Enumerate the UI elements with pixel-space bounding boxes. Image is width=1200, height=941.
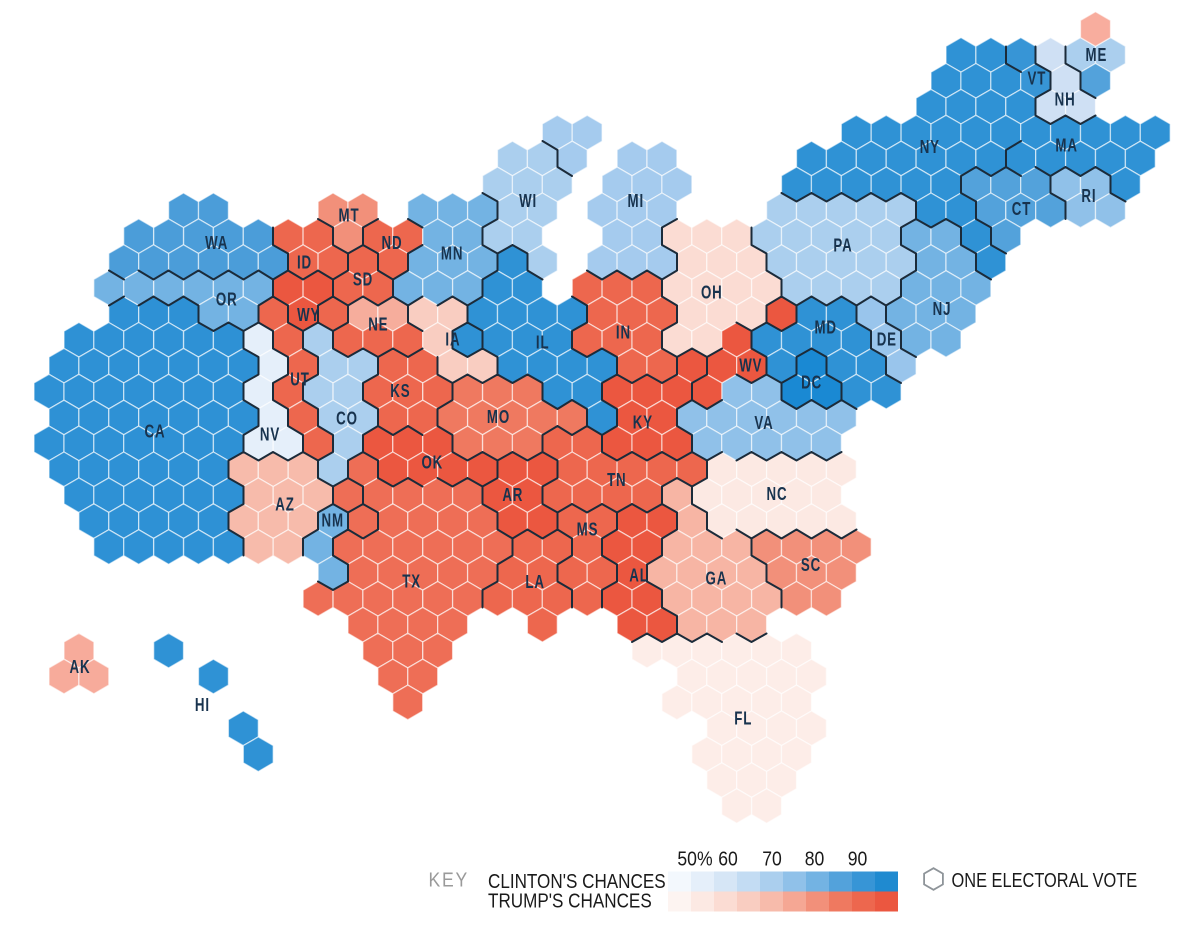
svg-text:CA: CA [145, 422, 166, 443]
svg-text:ONE ELECTORAL VOTE: ONE ELECTORAL VOTE [952, 868, 1138, 891]
svg-text:WY: WY [297, 305, 320, 326]
svg-text:RI: RI [1081, 186, 1096, 207]
svg-text:ID: ID [297, 252, 312, 273]
svg-text:IA: IA [445, 330, 460, 351]
svg-text:NY: NY [920, 137, 940, 158]
svg-text:UT: UT [290, 370, 309, 391]
svg-text:OH: OH [701, 283, 723, 304]
svg-text:NC: NC [767, 484, 788, 505]
svg-text:50%: 50% [677, 847, 712, 869]
svg-text:TN: TN [607, 470, 626, 491]
svg-text:MS: MS [577, 519, 599, 540]
svg-text:90: 90 [848, 847, 868, 869]
svg-text:WA: WA [205, 233, 228, 254]
svg-text:AK: AK [70, 657, 91, 678]
svg-text:ND: ND [382, 233, 403, 254]
svg-text:NV: NV [260, 425, 280, 446]
svg-text:VT: VT [1028, 69, 1047, 90]
svg-text:LA: LA [525, 572, 544, 593]
svg-text:MN: MN [441, 244, 463, 265]
svg-text:HI: HI [195, 695, 210, 716]
svg-text:MD: MD [814, 317, 836, 338]
svg-text:AR: AR [502, 485, 523, 506]
svg-text:MI: MI [628, 191, 645, 212]
svg-text:NE: NE [368, 315, 388, 336]
svg-text:WV: WV [739, 356, 762, 377]
svg-text:TX: TX [402, 572, 421, 593]
svg-text:DE: DE [877, 329, 897, 350]
svg-text:KEY: KEY [429, 868, 469, 890]
svg-text:CT: CT [1012, 199, 1031, 220]
svg-text:CO: CO [336, 409, 358, 430]
svg-text:ME: ME [1086, 45, 1108, 66]
svg-text:AZ: AZ [275, 495, 294, 516]
svg-text:NH: NH [1055, 89, 1076, 110]
svg-text:80: 80 [805, 847, 825, 869]
svg-text:TRUMP'S CHANCES: TRUMP'S CHANCES [488, 889, 652, 912]
svg-text:MA: MA [1055, 135, 1077, 156]
svg-text:IN: IN [616, 323, 631, 344]
svg-text:OR: OR [216, 290, 238, 311]
svg-text:70: 70 [762, 847, 782, 869]
svg-text:60: 60 [718, 847, 738, 869]
svg-text:DC: DC [801, 373, 822, 394]
svg-text:IL: IL [536, 332, 550, 353]
svg-text:CLINTON'S CHANCES: CLINTON'S CHANCES [488, 870, 666, 893]
svg-text:SC: SC [801, 555, 821, 576]
svg-text:NJ: NJ [933, 299, 952, 320]
svg-text:VA: VA [754, 413, 773, 434]
svg-text:NM: NM [321, 511, 343, 532]
svg-text:MT: MT [339, 206, 360, 227]
svg-text:PA: PA [833, 235, 852, 256]
svg-text:KY: KY [633, 413, 653, 434]
svg-text:SD: SD [353, 270, 373, 291]
svg-text:FL: FL [734, 709, 752, 730]
svg-text:KS: KS [390, 381, 410, 402]
svg-text:WI: WI [519, 191, 537, 212]
svg-text:GA: GA [706, 569, 728, 590]
svg-text:AL: AL [629, 566, 648, 587]
svg-text:OK: OK [421, 453, 443, 474]
svg-text:MO: MO [487, 407, 510, 428]
